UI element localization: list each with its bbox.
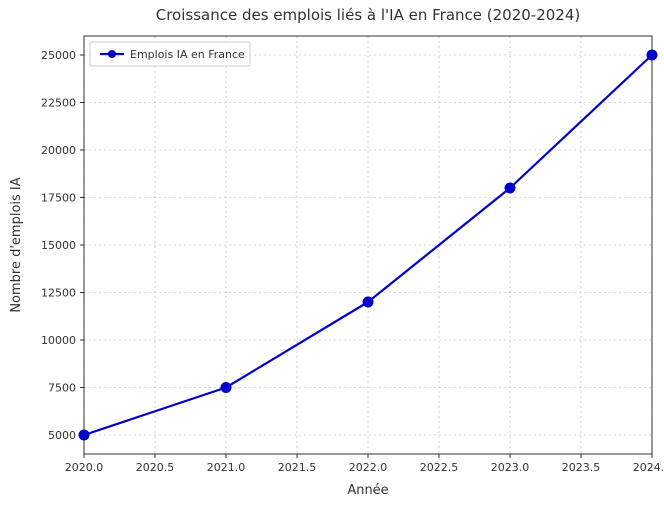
x-tick-label: 2022.0	[349, 461, 388, 474]
legend-marker-sample	[108, 50, 116, 58]
x-tick-label: 2021.5	[278, 461, 317, 474]
y-tick-label: 12500	[41, 287, 76, 300]
series-marker	[79, 430, 89, 440]
x-tick-label: 2021.0	[207, 461, 246, 474]
x-tick-label: 2022.5	[420, 461, 459, 474]
y-tick-label: 20000	[41, 144, 76, 157]
y-axis-label: Nombre d'emplois IA	[9, 177, 24, 312]
chart-title: Croissance des emplois liés à l'IA en Fr…	[156, 6, 580, 24]
y-tick-label: 22500	[41, 97, 76, 110]
y-tick-label: 7500	[48, 382, 76, 395]
y-tick-label: 10000	[41, 334, 76, 347]
legend: Emplois IA en France	[90, 42, 250, 66]
y-tick-label: 17500	[41, 192, 76, 205]
x-tick-label: 2023.0	[491, 461, 530, 474]
legend-label: Emplois IA en France	[130, 48, 245, 61]
x-tick-label: 2020.5	[136, 461, 175, 474]
x-tick-label: 2024.0	[633, 461, 664, 474]
y-tick-label: 5000	[48, 429, 76, 442]
series-marker	[221, 383, 231, 393]
x-tick-label: 2020.0	[65, 461, 104, 474]
series-marker	[647, 50, 657, 60]
x-tick-label: 2023.5	[562, 461, 601, 474]
x-axis-label: Année	[347, 483, 388, 498]
plot-area: 2020.0 2020.5 2021.0 2021.5 2022.0 2022.5 2023…	[9, 6, 664, 498]
y-tick-label: 25000	[41, 49, 76, 62]
series-marker	[363, 297, 373, 307]
y-tick-label: 15000	[41, 239, 76, 252]
chart-container: 2020.0 2020.5 2021.0 2021.5 2022.0 2022.5 2023…	[0, 0, 664, 506]
series-marker	[505, 183, 515, 193]
chart-svg: 2020.0 2020.5 2021.0 2021.5 2022.0 2022.5 2023…	[0, 0, 664, 506]
